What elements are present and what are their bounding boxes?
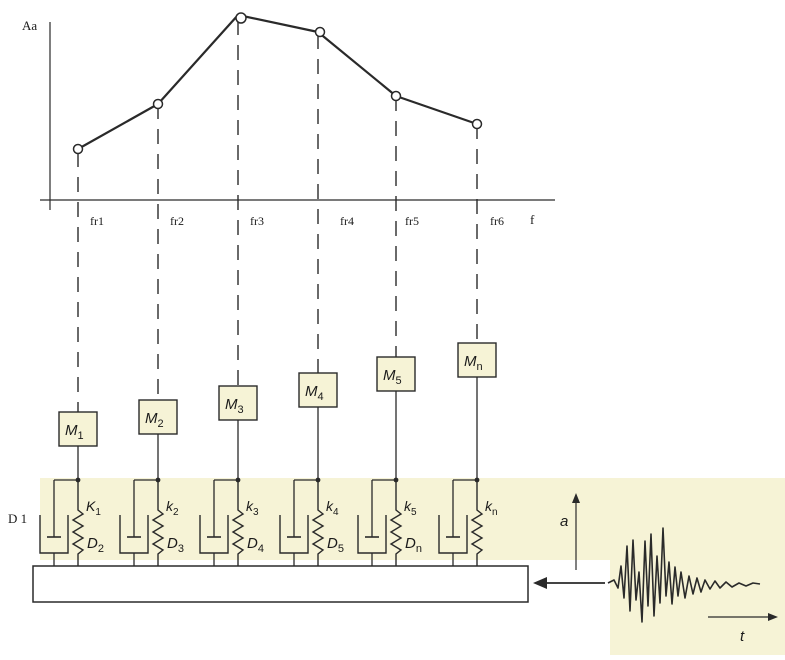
spring bbox=[231, 480, 245, 566]
response-point bbox=[471, 118, 483, 130]
frequency-labels: fr1 fr2 fr3 fr4 fr5 fr6 bbox=[90, 214, 504, 228]
spring-label: kn bbox=[485, 498, 498, 518]
oscillator-group: M1 K1 D2 M2 k2 D3 M3 k3 D4 M4 k4 D5 M5 k5 Dn Mn kn bbox=[39, 342, 498, 566]
dashed-connectors bbox=[77, 20, 478, 412]
frequency-label: fr3 bbox=[250, 214, 264, 228]
mass-label: M1 bbox=[65, 422, 84, 442]
response-points bbox=[72, 12, 483, 155]
frequency-label: fr6 bbox=[490, 214, 504, 228]
mass-label: M4 bbox=[305, 383, 324, 403]
frequency-label: fr5 bbox=[405, 214, 419, 228]
spring bbox=[389, 480, 403, 566]
mass-box bbox=[457, 342, 497, 378]
spring-label: k4 bbox=[326, 498, 339, 518]
side-label: D 1 bbox=[8, 511, 27, 526]
y-axis-label: Aa bbox=[22, 18, 37, 33]
signal-t-axis-arrow bbox=[768, 613, 778, 621]
signal-a-label: a bbox=[560, 513, 568, 530]
spring bbox=[311, 480, 325, 566]
spring bbox=[470, 480, 484, 566]
signal-panel bbox=[610, 548, 785, 655]
response-point bbox=[235, 12, 247, 24]
mass-box bbox=[376, 356, 416, 392]
damper-label: D5 bbox=[327, 535, 344, 555]
frequency-label: fr1 bbox=[90, 214, 104, 228]
spring-label: K1 bbox=[86, 498, 101, 518]
seismic-waveform bbox=[607, 527, 761, 623]
damper-label: D2 bbox=[87, 535, 104, 555]
spring bbox=[71, 480, 85, 566]
mass-box bbox=[298, 372, 338, 408]
oscillator-unit: M5 k5 Dn bbox=[357, 356, 422, 566]
oscillator-unit: M4 k4 D5 bbox=[279, 372, 344, 566]
x-axis-label: f bbox=[530, 212, 535, 227]
damper-label: Dn bbox=[405, 535, 422, 555]
input-arrow-head bbox=[533, 577, 547, 589]
spring-label: k2 bbox=[166, 498, 179, 518]
spring bbox=[151, 480, 165, 566]
response-point bbox=[152, 98, 164, 110]
oscillator-unit: Mn kn bbox=[438, 342, 498, 566]
response-point bbox=[390, 90, 402, 102]
mass-label: M2 bbox=[145, 410, 164, 430]
frequency-label: fr4 bbox=[340, 214, 354, 228]
damper-label: D4 bbox=[247, 535, 264, 555]
damper-label: D3 bbox=[167, 535, 184, 555]
spring-label: k3 bbox=[246, 498, 259, 518]
oscillator-panel bbox=[40, 478, 785, 560]
signal-a-axis-arrow bbox=[572, 493, 580, 503]
oscillator-unit: M2 k2 D3 bbox=[119, 399, 184, 566]
response-curve bbox=[77, 13, 478, 150]
response-point bbox=[72, 143, 84, 155]
mass-label: M3 bbox=[225, 396, 244, 416]
oscillator-unit: M3 k3 D4 bbox=[199, 385, 264, 566]
frequency-label: fr2 bbox=[170, 214, 184, 228]
mass-label: M5 bbox=[383, 367, 402, 387]
mass-label: Mn bbox=[464, 353, 483, 373]
signal-t-label: t bbox=[740, 628, 745, 645]
base-plate bbox=[32, 565, 529, 603]
oscillator-unit: M1 K1 D2 bbox=[39, 411, 104, 566]
spring-label: k5 bbox=[404, 498, 417, 518]
response-point bbox=[314, 26, 326, 38]
